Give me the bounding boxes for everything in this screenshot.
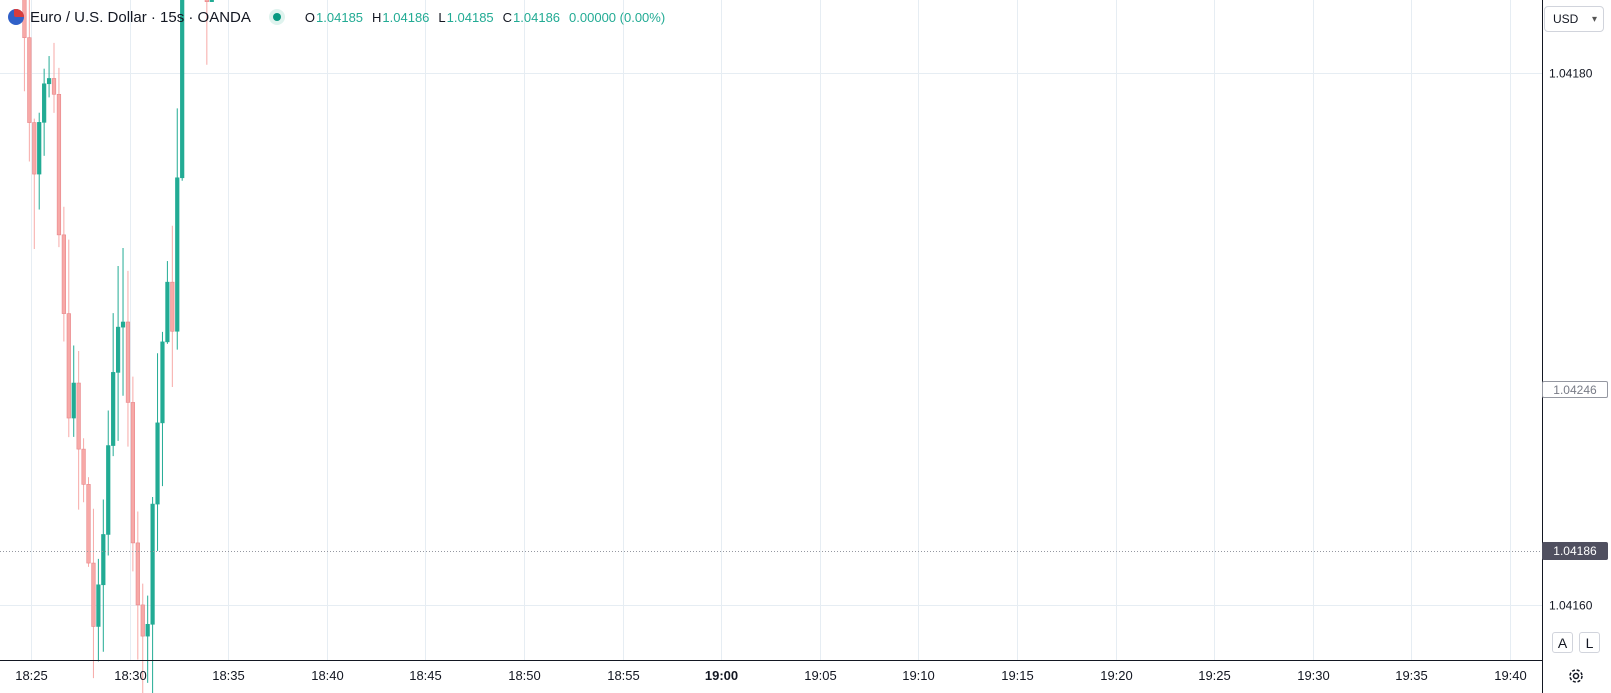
x-tick-label: 19:00 bbox=[705, 668, 738, 683]
chart-legend: Euro / U.S. Dollar · 15s · OANDA O1.0418… bbox=[8, 7, 665, 27]
candle-body bbox=[91, 562, 96, 627]
low-label: L bbox=[438, 9, 446, 25]
candle-body bbox=[160, 341, 165, 424]
candle-body bbox=[165, 281, 170, 343]
x-tick-label: 19:05 bbox=[804, 668, 837, 683]
candle-body bbox=[209, 0, 214, 2]
candle-body bbox=[115, 326, 121, 373]
x-tick-label: 19:25 bbox=[1198, 668, 1231, 683]
symbol-title[interactable]: Euro / U.S. Dollar · 15s · OANDA bbox=[30, 8, 251, 26]
candle-body bbox=[32, 122, 37, 175]
high-value: 1.04186 bbox=[382, 9, 430, 25]
candle-body bbox=[130, 402, 135, 544]
candle-body bbox=[120, 321, 126, 328]
gear-icon[interactable] bbox=[1567, 667, 1585, 685]
x-tick-label: 19:10 bbox=[902, 668, 935, 683]
candle-body bbox=[111, 372, 116, 446]
current-price-label: 1.04186 bbox=[1542, 542, 1608, 560]
x-tick-label: 19:40 bbox=[1494, 668, 1527, 683]
market-open-status-icon[interactable] bbox=[268, 9, 285, 25]
x-tick-label: 18:35 bbox=[212, 668, 245, 683]
high-label: H bbox=[372, 9, 382, 25]
x-tick-label: 18:55 bbox=[607, 668, 640, 683]
candle-body bbox=[145, 623, 150, 637]
chevron-down-icon: ▾ bbox=[1591, 13, 1597, 25]
candle-body bbox=[204, 0, 209, 2]
y-tick-label: 1.04160 bbox=[1549, 599, 1593, 613]
candle-body bbox=[37, 122, 42, 175]
currency-label: USD bbox=[1553, 12, 1579, 26]
ohlc-values: O1.04185 H1.04186 L1.04185 C1.04186 0.00… bbox=[305, 10, 665, 25]
candle-body bbox=[71, 382, 76, 419]
candle-body bbox=[66, 313, 71, 419]
x-tick-label: 19:20 bbox=[1100, 668, 1133, 683]
candle-body bbox=[76, 382, 81, 450]
candle-body bbox=[180, 0, 185, 179]
candle-body bbox=[170, 281, 175, 332]
open-label: O bbox=[304, 9, 316, 25]
x-tick-label: 18:40 bbox=[311, 668, 344, 683]
x-tick-label: 19:30 bbox=[1297, 668, 1330, 683]
candle-body bbox=[27, 37, 32, 123]
candle-body bbox=[150, 503, 155, 625]
low-value: 1.04185 bbox=[446, 9, 494, 25]
x-tick-label: 18:50 bbox=[508, 668, 541, 683]
eur-usd-flag-icon bbox=[8, 9, 24, 25]
x-tick-label: 18:30 bbox=[114, 668, 147, 683]
candle-body bbox=[96, 584, 101, 627]
open-value: 1.04185 bbox=[316, 9, 364, 25]
candle-body bbox=[125, 321, 131, 403]
candle-body bbox=[81, 448, 86, 485]
candle-body bbox=[56, 93, 62, 236]
candle-body bbox=[51, 78, 57, 95]
candle-body bbox=[175, 177, 180, 332]
x-tick-label: 18:45 bbox=[409, 668, 442, 683]
change-value: 0.00000 (0.00%) bbox=[569, 9, 666, 25]
close-value: 1.04186 bbox=[513, 9, 561, 25]
auto-scale-button[interactable]: A bbox=[1552, 632, 1573, 653]
candle-body bbox=[42, 83, 47, 123]
currency-button[interactable]: USD ▾ bbox=[1544, 6, 1604, 32]
log-scale-button[interactable]: L bbox=[1579, 632, 1600, 653]
candle-body bbox=[22, 0, 27, 38]
x-tick-label: 19:15 bbox=[1001, 668, 1034, 683]
candle-body bbox=[86, 484, 91, 564]
y-tick-label: 1.04180 bbox=[1549, 67, 1593, 81]
x-tick-label: 19:35 bbox=[1395, 668, 1428, 683]
x-tick-label: 18:25 bbox=[15, 668, 48, 683]
candle-body bbox=[101, 534, 106, 586]
candle-body bbox=[106, 445, 111, 535]
candle-body bbox=[135, 542, 140, 606]
candle-body bbox=[61, 234, 66, 314]
candle-body bbox=[46, 78, 52, 85]
close-label: C bbox=[502, 9, 513, 25]
ma-price-label: 1.04246 bbox=[1542, 381, 1608, 398]
candle-body bbox=[140, 604, 145, 637]
candle-body bbox=[155, 422, 160, 505]
